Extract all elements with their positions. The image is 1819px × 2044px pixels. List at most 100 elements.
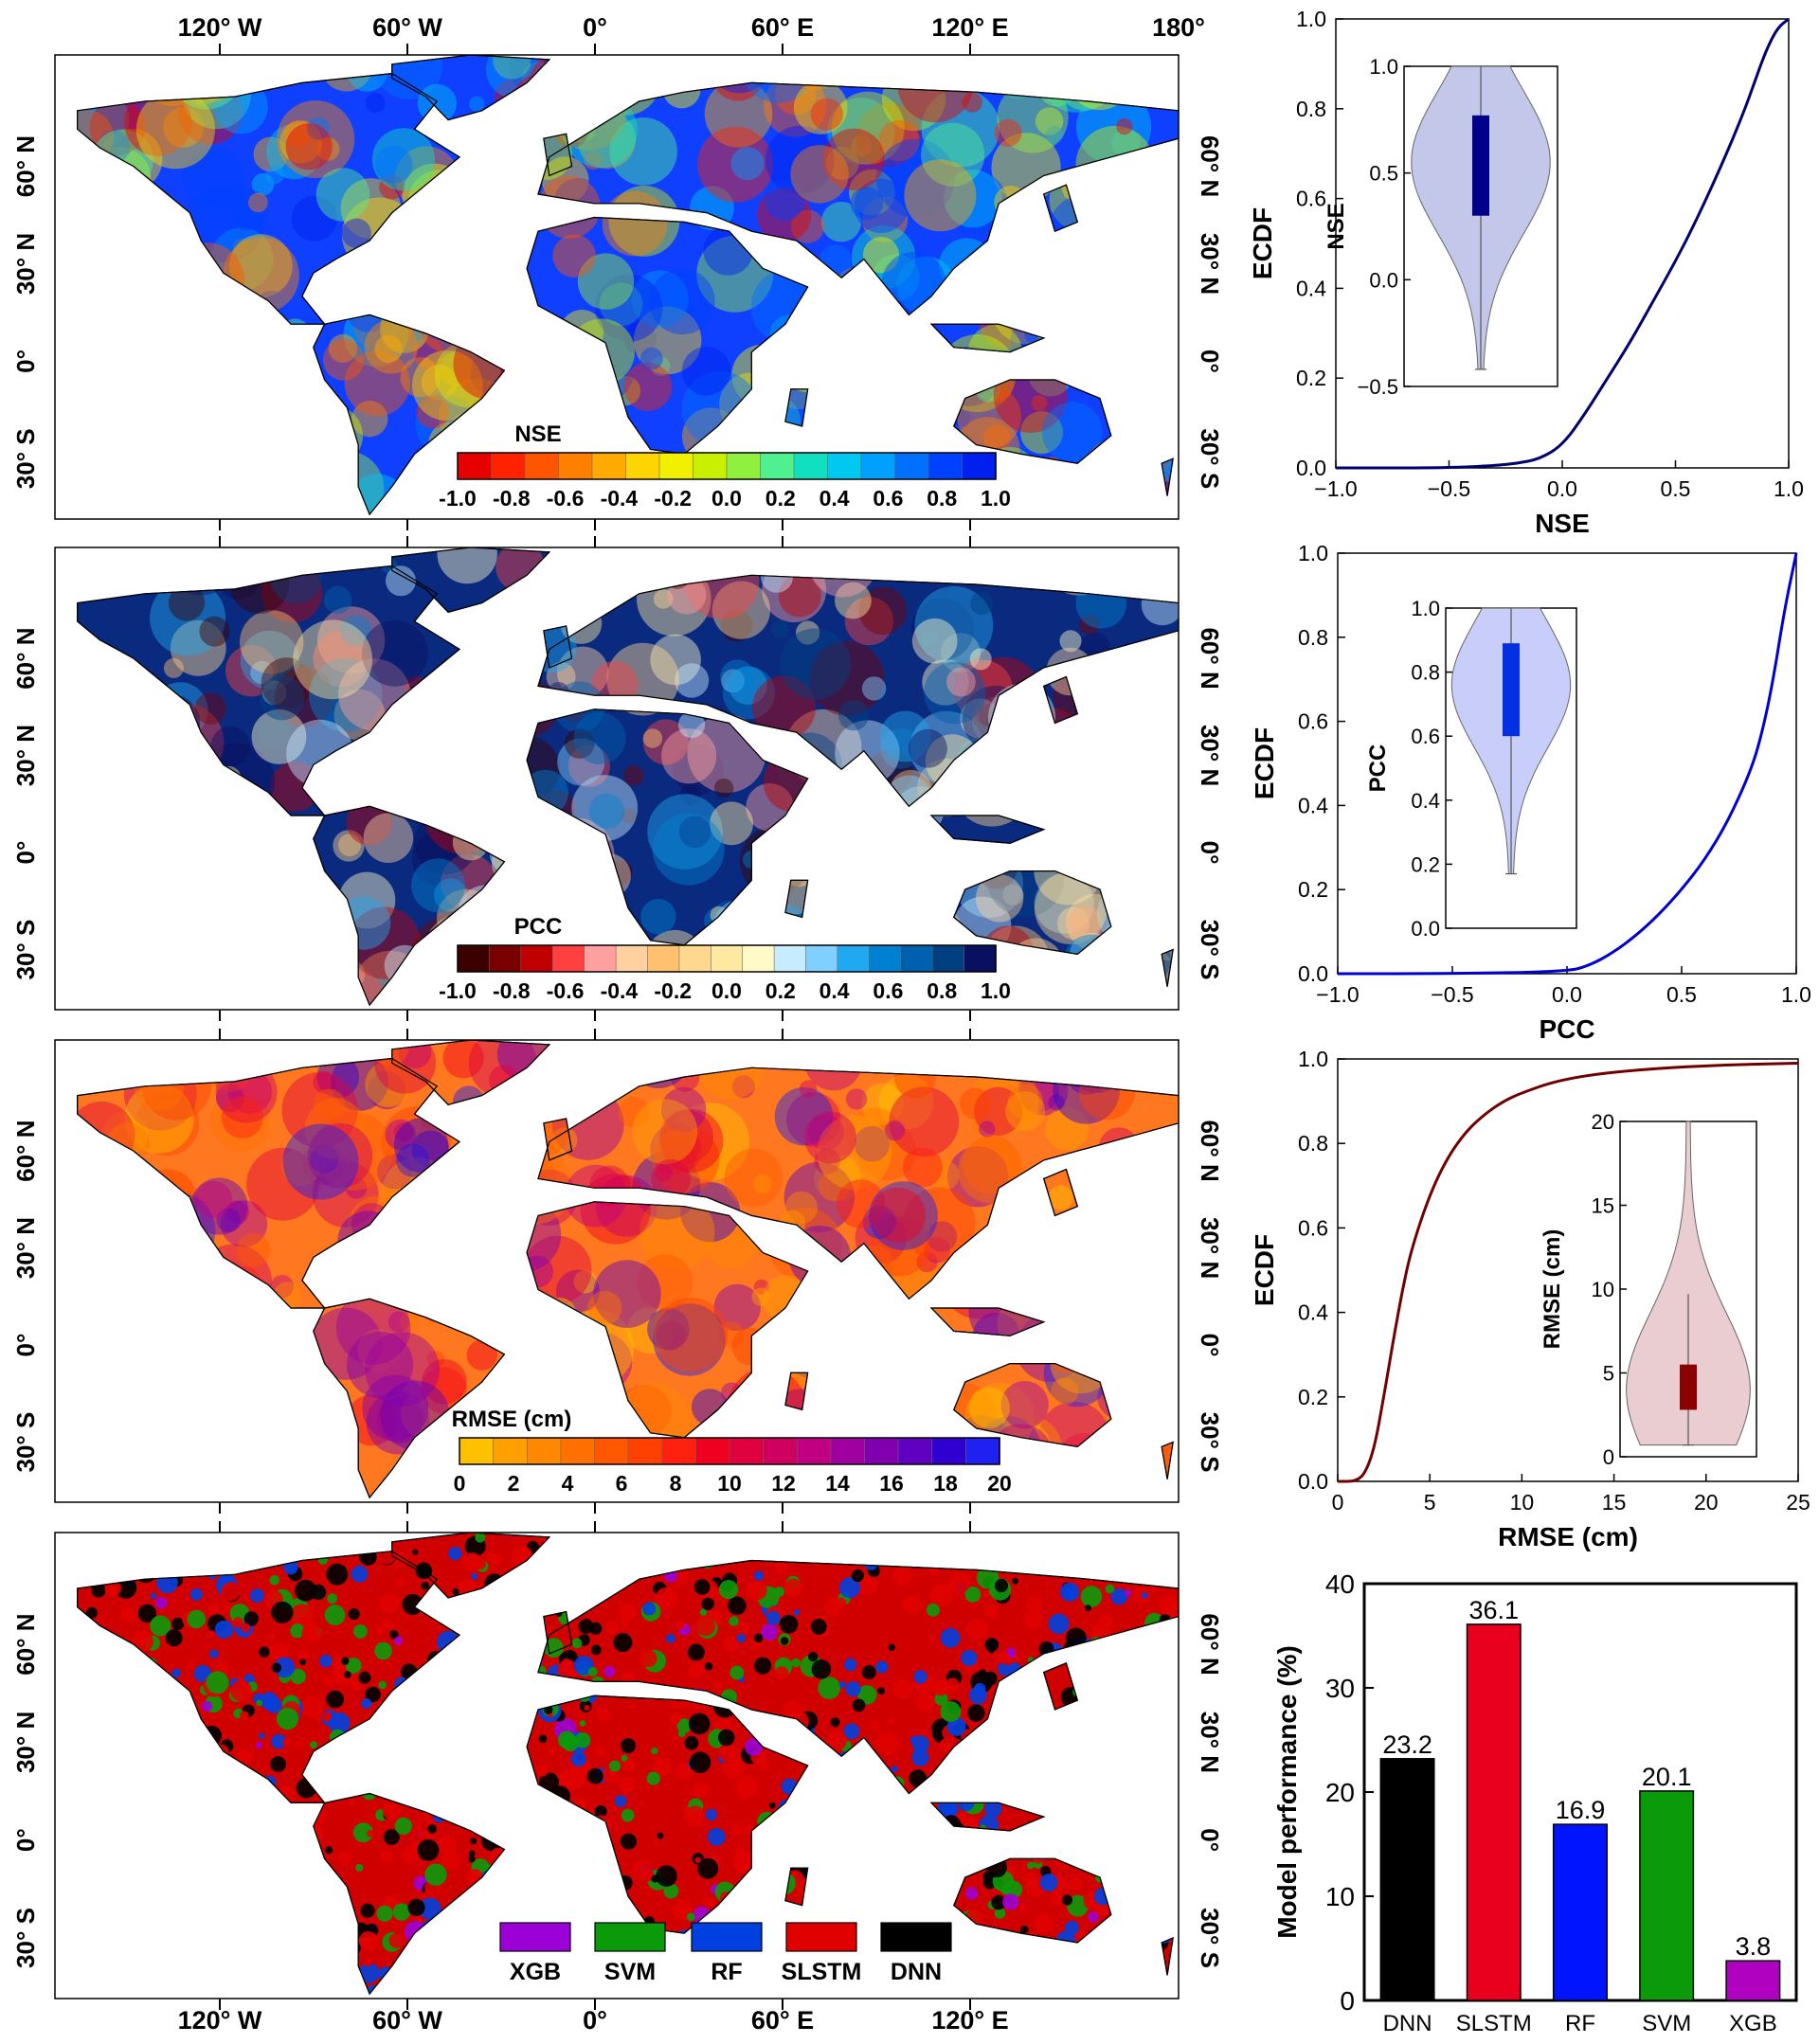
colorbar-swatch <box>615 944 649 973</box>
colorbar-swatch <box>551 944 585 973</box>
colorbar-swatch <box>658 452 694 480</box>
lat-label-left: 60° N <box>11 1613 40 1675</box>
colorbar-swatch <box>962 452 997 480</box>
colorbar-tick: -0.8 <box>493 978 531 1003</box>
colorbar-swatch <box>760 452 795 480</box>
colorbar-swatch <box>931 1437 967 1465</box>
colorbar-swatch <box>493 1437 528 1465</box>
ecdf-chart-2: 0 5 10 15 20 25 0.0 0.2 0.4 0.6 0.8 1.0 RMSE (cm) ECD… <box>1250 1047 1810 1551</box>
lat-label-right: 30° N <box>1196 1712 1224 1773</box>
colorbar-tick: -0.2 <box>654 486 692 511</box>
coastline-indonesia <box>929 323 1046 353</box>
colorbar-tick: 0.0 <box>711 978 742 1003</box>
colorbar-swatch <box>763 1437 798 1465</box>
colorbar-swatch <box>524 452 560 480</box>
map-panel-nse: 60° N 60° N 30° N 30° N 0° 0° 30° S 30° S NSE -1.… <box>11 44 1224 530</box>
x-tick-label: −1.0 <box>1314 476 1357 501</box>
colorbar-tick: 0.8 <box>927 486 957 511</box>
lat-label-right: 60° N <box>1196 1120 1224 1181</box>
y-tick-label: 0.0 <box>1298 1469 1328 1494</box>
colorbar-swatch <box>627 1437 663 1465</box>
y-tick-label: 0.2 <box>1298 1385 1328 1409</box>
coastline-eurasia <box>537 574 1179 808</box>
top-lon-label: 180° <box>1152 13 1205 42</box>
colorbar-swatch <box>860 452 896 480</box>
coastline-africa <box>526 1201 809 1439</box>
colorbar-swatch <box>594 1437 629 1465</box>
colorbar-tick: 2 <box>508 1471 520 1496</box>
colorbar-tick: 1.0 <box>981 978 1011 1003</box>
y-tick-label: 1.0 <box>1298 1047 1328 1071</box>
y-tick-label: 0.8 <box>1298 625 1328 650</box>
map-panel-best_model: 60° N 60° N 30° N 30° N 0° 0° 30° S 30° S XGB SVM… <box>11 1521 1224 2010</box>
bar-svm <box>1639 1790 1695 2001</box>
coastline-japan <box>1042 184 1079 233</box>
colorbar-tick: 0.2 <box>765 978 796 1003</box>
coastline-greenland <box>391 547 551 613</box>
map-panel-pcc: 60° N 60° N 30° N 30° N 0° 0° 30° S 30° S PCC -1.… <box>11 536 1224 1021</box>
lat-label-left: 30° N <box>11 1712 40 1773</box>
colorbar-tick: 10 <box>717 1471 742 1496</box>
y-axis-label: Model performance (%) <box>1272 1645 1302 1939</box>
top-lon-label: 120° W <box>178 13 262 42</box>
inset-y-tick-label: 10 <box>1592 1278 1614 1301</box>
y-tick-label: 0.4 <box>1296 276 1326 300</box>
colorbar-pcc: PCC -1.0 -0.8 -0.6 -0.4 -0.2 0.0 0.2 0.4 0.6 0.8 1.… <box>439 914 1011 1003</box>
x-category-label: DNN <box>1383 2011 1432 2036</box>
x-tick-label: 15 <box>1602 1490 1627 1515</box>
x-tick-label: 0.5 <box>1666 982 1697 1007</box>
colorbar-tick: -1.0 <box>439 978 477 1003</box>
colorbar-tick: 16 <box>879 1471 904 1496</box>
colorbar-tick: 14 <box>825 1471 850 1496</box>
colorbar-title: NSE <box>514 421 561 447</box>
coastline-nz <box>1161 948 1174 987</box>
bar-slstm <box>1466 1623 1522 2001</box>
y-axis-label: ECDF <box>1250 727 1279 799</box>
inset-violin-2: 0 5 10 15 20 RMSE (cm) <box>1540 1110 1757 1469</box>
colorbar-rmse: RMSE (cm) 0 2 4 6 8 10 12 14 16 18 20 <box>452 1407 1012 1496</box>
colorbar-swatch <box>864 1437 899 1465</box>
colorbar-swatch <box>661 1437 697 1465</box>
colorbar-tick: -0.6 <box>547 486 585 511</box>
colorbar-tick: 20 <box>987 1471 1012 1496</box>
colorbar-swatch <box>584 944 617 973</box>
y-tick-label: 0.0 <box>1296 456 1326 480</box>
x-tick-label: −0.5 <box>1431 982 1473 1007</box>
coastline-greenland <box>391 1533 551 1599</box>
lat-label-right: 0° <box>1196 350 1224 373</box>
inset-violin-1: 0.0 0.2 0.4 0.6 0.8 1.0 PCC <box>1365 597 1577 941</box>
coastline-nz <box>1161 457 1174 496</box>
inset-y-tick-label: 0 <box>1603 1445 1614 1469</box>
colorbar-swatch <box>625 452 660 480</box>
inset-y-tick-label: 15 <box>1592 1194 1614 1218</box>
coastline-madagascar <box>784 879 809 919</box>
ecdf-chart-1: −1.0 −0.5 0.0 0.5 1.0 0.0 0.2 0.4 0.6 0.8 1.0 PCC EC… <box>1250 541 1811 1044</box>
coastline-southAmerica <box>313 1298 506 1499</box>
lat-label-left: 0° <box>11 1334 40 1357</box>
y-tick-label: 0.8 <box>1298 1131 1328 1156</box>
legend-swatch-dnn <box>880 1922 952 1952</box>
colorbar-tick: 0.6 <box>873 486 903 511</box>
x-tick-label: 5 <box>1424 1490 1436 1515</box>
colorbar-tick: 0.4 <box>819 486 850 511</box>
colorbar-tick: -0.4 <box>601 978 639 1003</box>
coastline-japan <box>1042 1661 1079 1711</box>
colorbar-swatch <box>897 1437 933 1465</box>
bar-value-label: 3.8 <box>1736 1932 1772 1961</box>
y-tick-label: 0.6 <box>1296 187 1326 211</box>
coastline-australia <box>953 1363 1112 1448</box>
bottom-lon-label: 60° W <box>372 2006 442 2035</box>
charts-column: −1.0 −0.5 0.0 0.5 1.0 0.0 0.2 0.4 0.6 0.8 1.0 NSE EC… <box>1248 7 1811 2036</box>
x-tick-label: 1.0 <box>1781 982 1811 1007</box>
lat-label-left: 60° N <box>11 627 40 689</box>
inset-y-label: RMSE (cm) <box>1540 1229 1565 1350</box>
lat-label-right: 30° S <box>1196 1908 1224 1968</box>
colorbar-swatch <box>827 452 862 480</box>
x-tick-label: 0 <box>1332 1490 1344 1515</box>
x-axis-label: RMSE (cm) <box>1498 1522 1638 1551</box>
legend-label-dnn: DNN <box>891 1959 942 1985</box>
x-tick-label: 0.5 <box>1661 476 1691 501</box>
colorbar-swatch <box>489 944 522 973</box>
colorbar-border <box>457 452 997 480</box>
coastline-uk <box>543 625 573 669</box>
